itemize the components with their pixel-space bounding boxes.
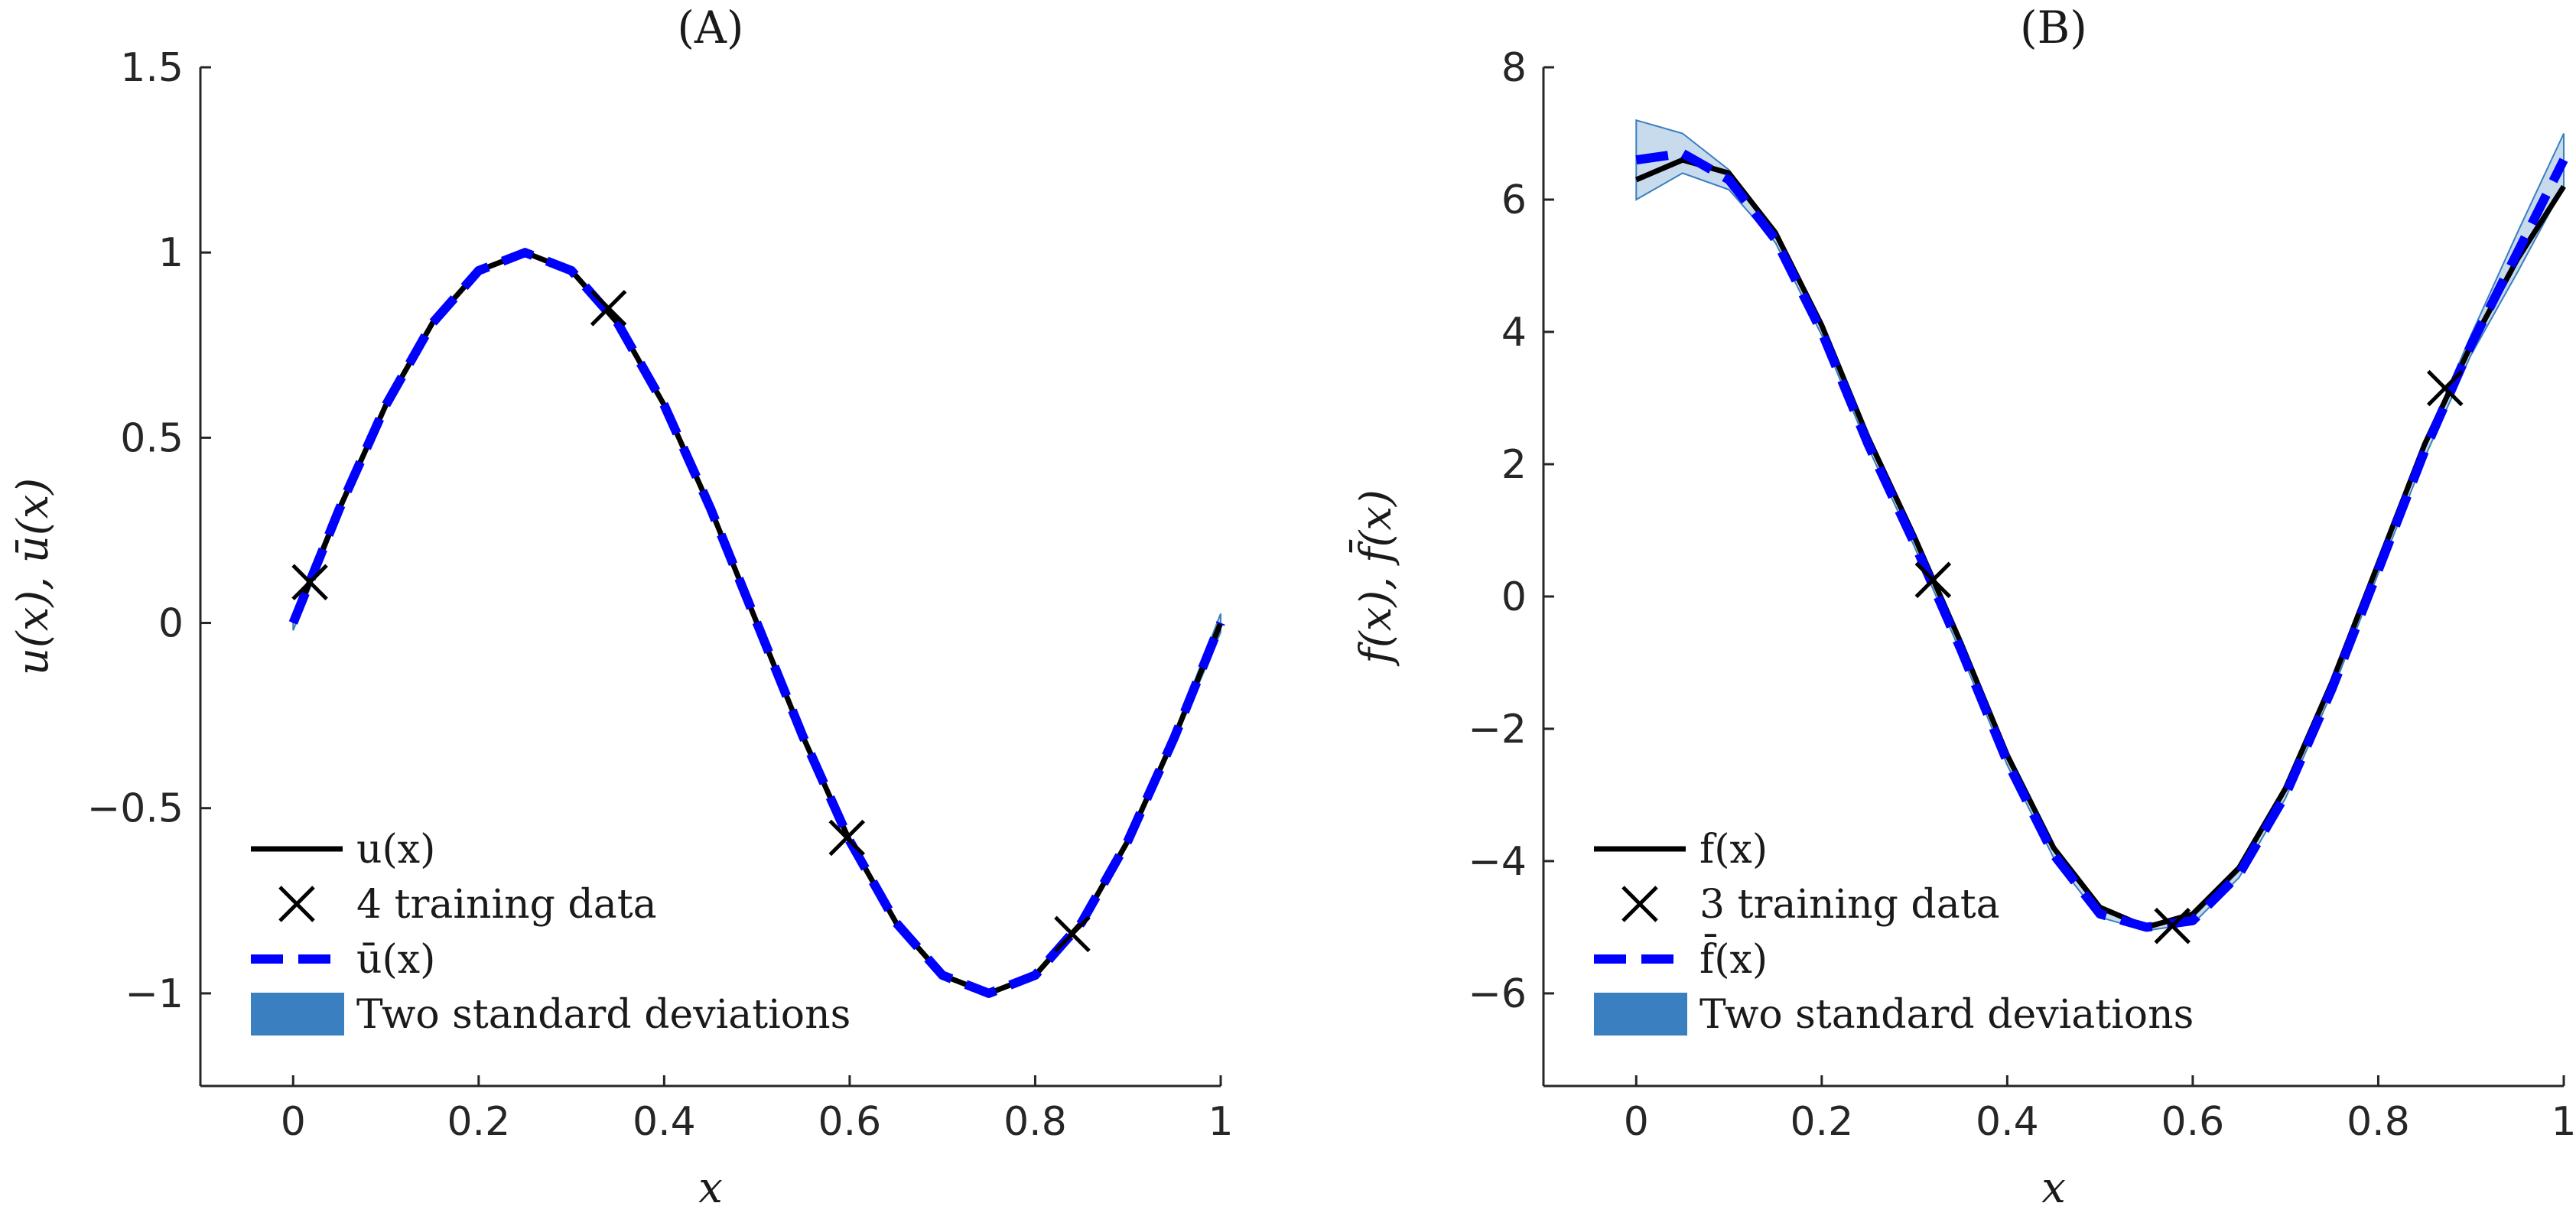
panel-b-x-tick-label: 0.2	[1790, 1099, 1853, 1145]
panel-a-x-tick-label: 0	[281, 1099, 306, 1145]
panel-b-y-tick-label: 2	[1501, 442, 1527, 488]
panel-a-training-point	[590, 290, 627, 327]
panel-b-y-label: f(x), f̄(x)	[1348, 489, 1401, 667]
panel-a-legend-label: Two standard deviations	[356, 992, 851, 1038]
panel-a-training-point	[1054, 915, 1091, 953]
panel-a-y-tick-label: −0.5	[87, 786, 184, 832]
panel-b-legend-label: Two standard deviations	[1699, 992, 2194, 1038]
panel-b-y-tick-label: −4	[1468, 839, 1527, 885]
panel-b-training-point	[2427, 369, 2464, 407]
panel-b-y-tick-label: 0	[1501, 574, 1527, 620]
panel-b-y-tick-label: −6	[1468, 971, 1527, 1017]
panel-b-x-tick-label: 0	[1624, 1099, 1649, 1145]
panel-b-y-tick-label: 6	[1501, 177, 1527, 223]
panel-b-legend-label: 3 training data	[1699, 882, 2000, 928]
panel-a-legend-swatch-training	[278, 886, 315, 922]
panel-b-legend-swatch-training	[1621, 886, 1658, 922]
panel-a-x-tick-label: 0.4	[633, 1099, 696, 1145]
panel-a-x-tick-label: 1	[1208, 1099, 1233, 1145]
panel-a-x-label: x	[698, 1163, 723, 1213]
panel-b-training-point	[1914, 561, 1952, 599]
panel-a-legend-swatch-band	[251, 993, 344, 1036]
panel-b-y-tick-label: 8	[1501, 45, 1527, 91]
panel-b-x-tick-label: 0.4	[1976, 1099, 2039, 1145]
panel-b-std-band	[1635, 119, 2565, 932]
panel-b-legend-label: f(x)	[1699, 827, 1768, 873]
panel-a-legend-label: u(x)	[356, 827, 435, 873]
panel-a-y-label: u(x), ū(x)	[8, 478, 58, 675]
panel-a-y-tick-label: 0.5	[120, 415, 184, 461]
panel-a-x-tick-label: 0.6	[818, 1099, 882, 1145]
panel-a-x-tick-label: 0.2	[447, 1099, 510, 1145]
panel-b-legend-label: f̄(x)	[1699, 935, 1768, 983]
panel-b-legend-swatch-band	[1594, 993, 1687, 1036]
panel-a-y-tick-label: −1	[125, 971, 184, 1017]
panel-b-x-label: x	[2041, 1163, 2066, 1213]
panel-b-title: (B)	[2020, 2, 2087, 54]
panel-a: 0 0.2 0.4 0.6 0.8 1 1.5 1 0.5 0 −0.5 −1 (A) x u(x), ū(…	[8, 2, 1234, 1213]
panel-b-mean-line	[1635, 148, 2568, 932]
panel-b-y-tick-label: 4	[1501, 310, 1527, 356]
panel-a-y-tick-label: 1.5	[120, 45, 184, 91]
panel-b-x-tick-label: 0.6	[2161, 1099, 2225, 1145]
panel-a-training-point	[828, 819, 866, 857]
panel-b-x-tick-label: 1	[2551, 1099, 2576, 1145]
panel-a-x-tick-label: 0.8	[1003, 1099, 1067, 1145]
panel-b-training-point	[2154, 907, 2191, 945]
panel-b-x-tick-label: 0.8	[2347, 1099, 2410, 1145]
panel-a-training-point	[291, 564, 328, 601]
panel-b: 0 0.2 0.4 0.6 0.8 1 8 6 4 2 0 −2 −4 −6 (B) x f(x), f̄(x)…	[1348, 2, 2576, 1213]
panel-b-true-line	[1634, 157, 2566, 930]
panel-a-legend-label: 4 training data	[356, 882, 657, 928]
panel-a-legend-label: ū(x)	[356, 937, 435, 983]
panel-a-y-tick-label: 0	[158, 601, 184, 647]
panel-a-y-tick-label: 1	[158, 230, 184, 276]
panel-a-title: (A)	[677, 2, 743, 54]
panel-b-y-tick-label: −2	[1468, 707, 1527, 753]
